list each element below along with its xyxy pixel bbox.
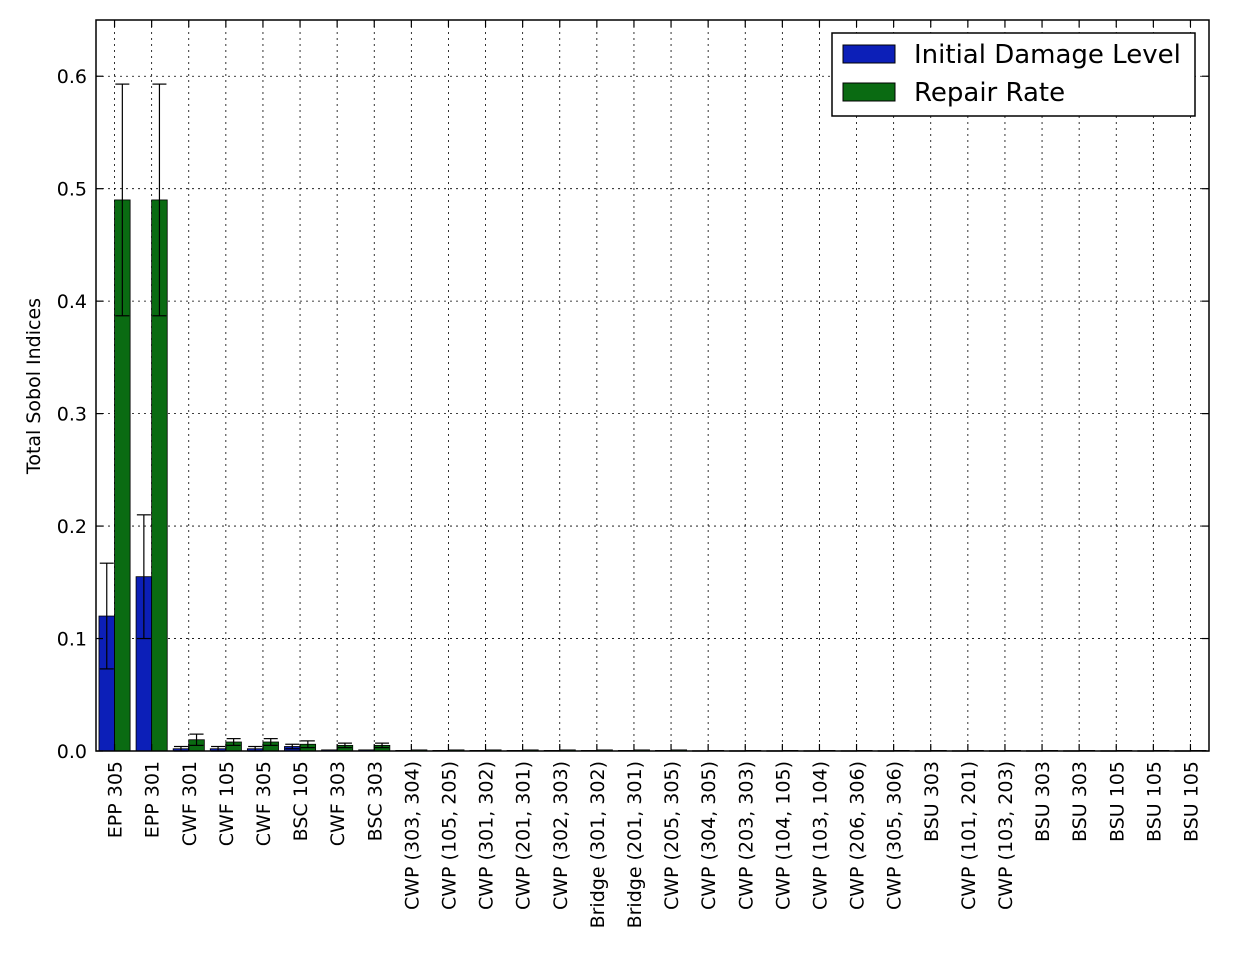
x-tick-label: Bridge (301, 302) xyxy=(587,761,609,928)
x-tick-label: CWP (301, 302) xyxy=(476,761,498,910)
error-bars xyxy=(99,83,390,752)
x-tick-label: BSU 105 xyxy=(1106,761,1128,842)
x-tick-label: CWP (203, 303) xyxy=(735,761,757,910)
x-tick-label: BSU 105 xyxy=(1143,761,1165,842)
x-tick-label: CWP (302, 303) xyxy=(550,761,572,910)
x-tick-label: BSU 303 xyxy=(1069,761,1091,842)
legend-label-initial-damage-level: Initial Damage Level xyxy=(914,40,1181,70)
x-tick-label: CWP (201, 301) xyxy=(513,761,535,910)
y-tick-label: 0.5 xyxy=(57,179,87,201)
x-tick-label: CWP (205, 305) xyxy=(661,761,683,910)
x-tick-label: CWP (104, 105) xyxy=(772,761,794,910)
x-tick-label: CWF 105 xyxy=(216,761,238,846)
x-axis: EPP 305 EPP 301 CWF 301 CWF 105 CWF 305 BSC 1… xyxy=(105,20,1202,928)
plot-frame xyxy=(95,19,1210,752)
y-tick-label: 0.6 xyxy=(57,66,87,88)
x-tick-label: BSU 303 xyxy=(921,761,943,842)
y-tick-label: 0.2 xyxy=(57,516,87,538)
x-tick-label: CWP (304, 305) xyxy=(698,761,720,910)
x-tick-label: CWP (105, 205) xyxy=(438,761,460,910)
legend-label-repair-rate: Repair Rate xyxy=(914,78,1065,108)
x-tick-label: CWP (305, 306) xyxy=(884,761,906,910)
bars xyxy=(98,199,1207,752)
x-tick-label: Bridge (201, 301) xyxy=(624,761,646,928)
x-tick-label: CWP (101, 201) xyxy=(958,761,980,910)
x-tick-label: CWF 301 xyxy=(179,761,201,846)
x-tick-label: CWP (103, 203) xyxy=(995,761,1017,910)
x-tick-label: EPP 301 xyxy=(142,761,164,838)
legend: Initial Damage Level Repair Rate xyxy=(831,32,1196,117)
grid-lines xyxy=(96,20,1209,752)
x-tick-label: CWF 303 xyxy=(327,761,349,846)
x-tick-label: BSC 303 xyxy=(364,761,386,841)
y-tick-label: 0.4 xyxy=(57,291,87,313)
x-tick-label: BSC 105 xyxy=(290,761,312,841)
legend-swatch-initial-damage-level xyxy=(842,44,896,64)
x-tick-label: BSU 105 xyxy=(1180,761,1202,842)
x-tick-label: EPP 305 xyxy=(105,761,127,838)
y-axis-label: Total Sobol Indices xyxy=(23,298,45,475)
x-tick-label: CWP (103, 104) xyxy=(809,761,831,910)
x-tick-label: CWF 305 xyxy=(253,761,275,846)
x-tick-label: CWP (206, 306) xyxy=(847,761,869,910)
y-tick-label: 0.3 xyxy=(57,404,87,426)
x-tick-label: CWP (303, 304) xyxy=(401,761,423,910)
x-tick-label: BSU 303 xyxy=(1032,761,1054,842)
y-tick-label: 0.0 xyxy=(57,741,87,763)
y-axis: 0.0 0.1 0.2 0.3 0.4 0.5 0.6 xyxy=(57,66,1209,763)
legend-swatch-repair-rate xyxy=(842,82,896,102)
y-tick-label: 0.1 xyxy=(57,629,87,651)
